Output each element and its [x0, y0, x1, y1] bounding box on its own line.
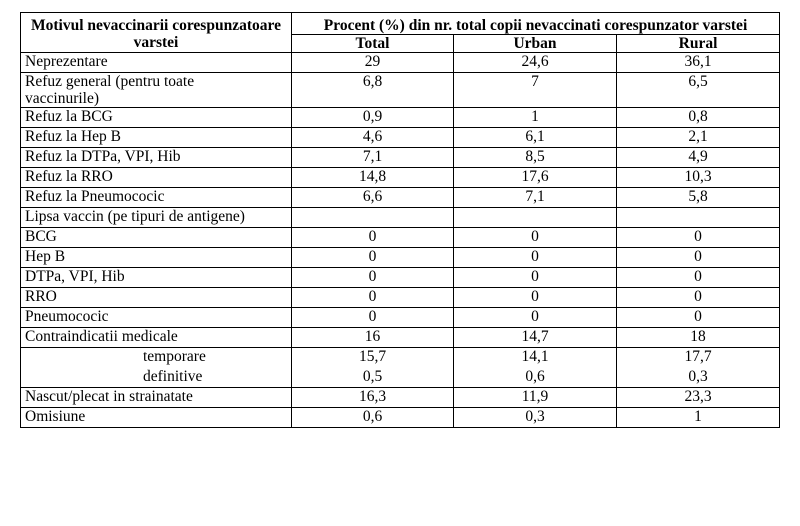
row-label: Refuz la Pneumococic	[20, 187, 292, 208]
cell-urban: 14,7	[453, 327, 617, 348]
cell-rural: 0	[615, 227, 781, 248]
cell-total: 16,3	[291, 387, 454, 408]
row-label: Lipsa vaccin (pe tipuri de antigene)	[20, 207, 292, 228]
header-percent: Procent (%) din nr. total copii nevaccin…	[290, 12, 781, 35]
cell-total: 6,6	[291, 187, 454, 208]
cell-rural: 5,8	[615, 187, 781, 208]
cell-rural: 17,7	[615, 347, 781, 368]
cell-total: 14,8	[291, 167, 454, 188]
header-rural: Rural	[615, 34, 781, 53]
cell-rural: 0	[615, 247, 781, 268]
table-row: temporare 15,7 14,1 17,7	[20, 347, 781, 368]
table-row: Neprezentare 29 24,6 36,1	[20, 52, 781, 73]
table-row: Omisiune 0,6 0,3 1	[20, 407, 781, 428]
table-row: Lipsa vaccin (pe tipuri de antigene)	[20, 207, 781, 228]
cell-rural: 0	[615, 267, 781, 288]
table-row: definitive 0,5 0,6 0,3	[20, 367, 781, 388]
cell-total: 0	[291, 287, 454, 308]
cell-total: 4,6	[291, 127, 454, 148]
table-row: RRO 0 0 0	[20, 287, 781, 308]
table-row: BCG 0 0 0	[20, 227, 781, 248]
table-row: Refuz general (pentru toate vaccinurile)…	[20, 72, 781, 108]
cell-rural: 6,5	[615, 72, 781, 108]
cell-total: 0,5	[291, 367, 454, 388]
cell-total	[291, 207, 454, 228]
cell-rural: 1	[615, 407, 781, 428]
table-row: Refuz la Hep B 4,6 6,1 2,1	[20, 127, 781, 148]
header-urban: Urban	[453, 34, 617, 53]
cell-urban: 7	[453, 72, 617, 108]
cell-rural: 4,9	[615, 147, 781, 168]
row-label: Refuz la RRO	[20, 167, 292, 188]
cell-urban: 17,6	[453, 167, 617, 188]
cell-total: 15,7	[291, 347, 454, 368]
table-row: Refuz la Pneumococic 6,6 7,1 5,8	[20, 187, 781, 208]
cell-urban	[453, 207, 617, 228]
cell-total: 0	[291, 307, 454, 328]
row-label: temporare	[20, 347, 292, 368]
row-label: Refuz general (pentru toate vaccinurile)	[20, 72, 292, 108]
cell-rural: 0	[615, 307, 781, 328]
cell-urban: 24,6	[453, 52, 617, 73]
cell-urban: 0,3	[453, 407, 617, 428]
cell-rural: 0	[615, 287, 781, 308]
vaccination-reasons-table: Motivul nevaccinarii corespunzatoare var…	[20, 12, 781, 428]
cell-total: 0	[291, 227, 454, 248]
row-label: Refuz la Hep B	[20, 127, 292, 148]
cell-total: 6,8	[291, 72, 454, 108]
table-row: Refuz la DTPa, VPI, Hib 7,1 8,5 4,9	[20, 147, 781, 168]
cell-urban: 8,5	[453, 147, 617, 168]
cell-total: 0	[291, 247, 454, 268]
cell-rural: 0,8	[615, 107, 781, 128]
row-label: Contraindicatii medicale	[20, 327, 292, 348]
cell-rural: 0,3	[615, 367, 781, 388]
cell-urban: 0	[453, 267, 617, 288]
cell-total: 29	[291, 52, 454, 73]
cell-urban: 0	[453, 287, 617, 308]
table-row: DTPa, VPI, Hib 0 0 0	[20, 267, 781, 288]
cell-urban: 0	[453, 307, 617, 328]
row-label: Nascut/plecat in strainatate	[20, 387, 292, 408]
cell-rural: 36,1	[615, 52, 781, 73]
row-label: Refuz la DTPa, VPI, Hib	[20, 147, 292, 168]
cell-urban: 11,9	[453, 387, 617, 408]
table-row: Refuz la RRO 14,8 17,6 10,3	[20, 167, 781, 188]
cell-urban: 0	[453, 247, 617, 268]
cell-total: 7,1	[291, 147, 454, 168]
row-label: Hep B	[20, 247, 292, 268]
cell-rural: 2,1	[615, 127, 781, 148]
cell-total: 16	[291, 327, 454, 348]
row-label: RRO	[20, 287, 292, 308]
cell-total: 0,9	[291, 107, 454, 128]
table-row: Contraindicatii medicale 16 14,7 18	[20, 327, 781, 348]
cell-total: 0	[291, 267, 454, 288]
table-row: Pneumococic 0 0 0	[20, 307, 781, 328]
row-label: Omisiune	[20, 407, 292, 428]
row-label: Refuz la BCG	[20, 107, 292, 128]
cell-rural: 18	[615, 327, 781, 348]
table-row: Hep B 0 0 0	[20, 247, 781, 268]
row-label: DTPa, VPI, Hib	[20, 267, 292, 288]
cell-urban: 7,1	[453, 187, 617, 208]
row-label: Pneumococic	[20, 307, 292, 328]
cell-urban: 1	[453, 107, 617, 128]
header-total: Total	[291, 34, 454, 53]
cell-urban: 0	[453, 227, 617, 248]
table-row: Nascut/plecat in strainatate 16,3 11,9 2…	[20, 387, 781, 408]
cell-urban: 6,1	[453, 127, 617, 148]
row-label: Neprezentare	[20, 52, 292, 73]
row-label: definitive	[20, 367, 292, 388]
table-row: Refuz la BCG 0,9 1 0,8	[20, 107, 781, 128]
cell-rural: 10,3	[615, 167, 781, 188]
cell-rural: 23,3	[615, 387, 781, 408]
row-label: BCG	[20, 227, 292, 248]
cell-rural	[615, 207, 781, 228]
cell-urban: 0,6	[453, 367, 617, 388]
header-reason: Motivul nevaccinarii corespunzatoare var…	[20, 12, 292, 53]
cell-total: 0,6	[291, 407, 454, 428]
cell-urban: 14,1	[453, 347, 617, 368]
